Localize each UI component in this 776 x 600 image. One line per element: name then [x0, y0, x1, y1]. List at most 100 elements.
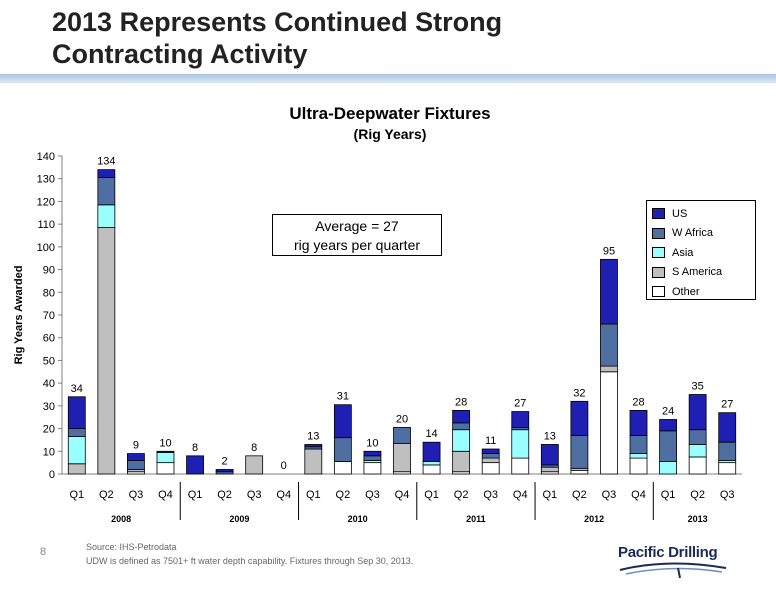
chart-subtitle: (Rig Years) — [353, 126, 427, 142]
bar-segment-w-africa — [393, 427, 411, 444]
bar-segment-us — [452, 409, 471, 424]
bar-segment-s-america — [540, 466, 559, 473]
x-tick-label: Q1 — [661, 489, 676, 501]
bar-segment-asia — [688, 444, 707, 458]
legend-swatch — [652, 247, 665, 259]
bar-segment-other — [600, 371, 618, 475]
bar-segment-us — [629, 409, 648, 436]
bar-segment-s-america — [600, 365, 618, 373]
bar-segment-w-africa — [127, 459, 145, 470]
legend-item-asia: Asia — [652, 243, 755, 263]
legend-swatch — [652, 266, 665, 278]
bar-total-label: 27 — [514, 398, 526, 410]
x-tick-label: Q3 — [247, 489, 262, 501]
bar-segment-asia — [511, 429, 530, 459]
bar-total-label: 11 — [485, 435, 496, 447]
x-tick-label: Q2 — [572, 489, 587, 501]
x-tick-label: Q2 — [690, 489, 705, 501]
bar-segment-s-america — [481, 457, 500, 464]
bar-segment-other — [718, 462, 737, 475]
bar-segment-other — [688, 456, 707, 475]
y-tick-label: 70 — [43, 310, 55, 322]
bar-segment-other — [570, 470, 589, 475]
bar-segment-s-america — [245, 455, 264, 475]
bar-segment-asia — [97, 204, 116, 228]
bar-segment-asia — [452, 429, 471, 452]
year-group-label: 2011 — [466, 514, 486, 524]
x-tick-label: Q4 — [158, 489, 173, 501]
average-annotation: Average = 27 rig years per quarter — [272, 214, 442, 256]
bar-segment-w-africa — [600, 323, 618, 367]
bar-total-label: 134 — [97, 156, 115, 168]
slide-title: 2013 Represents Continued Strong Contrac… — [52, 6, 672, 70]
bar-total-label: 20 — [396, 413, 408, 425]
y-tick-label: 90 — [43, 265, 55, 277]
y-tick-label: 60 — [43, 333, 55, 345]
legend-swatch — [652, 286, 665, 298]
bar-total-label: 95 — [603, 245, 615, 257]
x-tick-label: Q2 — [454, 489, 469, 501]
bar-segment-us — [481, 448, 500, 454]
bar-total-label: 28 — [455, 396, 467, 408]
y-tick-label: 130 — [37, 174, 55, 186]
slide-title-line1: 2013 Represents Continued Strong — [52, 7, 503, 37]
y-tick-label: 30 — [43, 401, 55, 413]
x-tick-label: Q4 — [631, 489, 646, 501]
bar-segment-asia — [156, 452, 175, 464]
bar-total-label: 13 — [544, 430, 556, 442]
bar-segment-us — [600, 258, 618, 325]
legend-label: Other — [672, 285, 700, 298]
y-tick-label: 10 — [43, 446, 55, 458]
y-tick-label: 110 — [37, 219, 55, 231]
bar-total-label: 14 — [425, 428, 437, 440]
bar-segment-s-america — [67, 463, 86, 475]
bar-segment-w-africa — [363, 455, 382, 461]
x-tick-label: Q1 — [188, 489, 203, 501]
bar-segment-s-america — [97, 227, 116, 475]
bar-total-label: 10 — [366, 437, 378, 449]
bar-total-label: 2 — [222, 455, 228, 467]
bar-segment-us — [186, 455, 204, 475]
bar-segment-us — [511, 411, 530, 428]
footnote-definition: UDW is defined as 7501+ ft water depth c… — [86, 556, 414, 566]
bar-segment-w-africa — [629, 434, 648, 454]
bar-segment-us — [659, 419, 677, 432]
footnote: Source: IHS-Petrodata UDW is defined as … — [86, 540, 413, 568]
x-tick-label: Q4 — [276, 489, 291, 501]
bar-segment-w-africa — [67, 428, 86, 437]
x-tick-label: Q2 — [217, 489, 232, 501]
x-tick-label: Q3 — [602, 489, 617, 501]
y-tick-label: 20 — [43, 424, 55, 436]
bar-segment-s-america — [393, 442, 411, 473]
x-tick-label: Q2 — [336, 489, 351, 501]
x-tick-label: Q1 — [306, 489, 321, 501]
x-tick-label: Q1 — [69, 489, 84, 501]
bar-total-label: 8 — [192, 442, 198, 454]
x-tick-label: Q3 — [129, 489, 144, 501]
bar-total-label: 0 — [281, 460, 287, 472]
bar-segment-w-africa — [688, 429, 707, 445]
bar-total-label: 9 — [133, 440, 139, 452]
legend-swatch — [652, 208, 665, 220]
x-tick-label: Q3 — [720, 489, 735, 501]
x-tick-label: Q3 — [365, 489, 380, 501]
bar-segment-w-africa — [659, 430, 677, 462]
logo-text: Pacific Drilling — [618, 544, 718, 561]
title-band — [0, 74, 776, 83]
legend-label: S America — [672, 266, 723, 279]
bar-segment-other — [363, 462, 382, 475]
year-group-label: 2008 — [111, 514, 131, 524]
y-tick-label: 80 — [43, 287, 55, 299]
bar-segment-other — [511, 457, 530, 475]
x-tick-label: Q4 — [513, 489, 528, 501]
legend-label: US — [672, 207, 688, 220]
bar-segment-w-africa — [570, 434, 589, 469]
x-tick-label: Q1 — [542, 489, 557, 501]
bar-total-label: 31 — [337, 391, 349, 403]
year-group-label: 2012 — [584, 514, 604, 524]
legend-item-other: Other — [652, 282, 755, 302]
y-tick-label: 120 — [37, 196, 55, 208]
bar-segment-other — [333, 461, 352, 475]
bar-segment-us — [215, 469, 234, 473]
